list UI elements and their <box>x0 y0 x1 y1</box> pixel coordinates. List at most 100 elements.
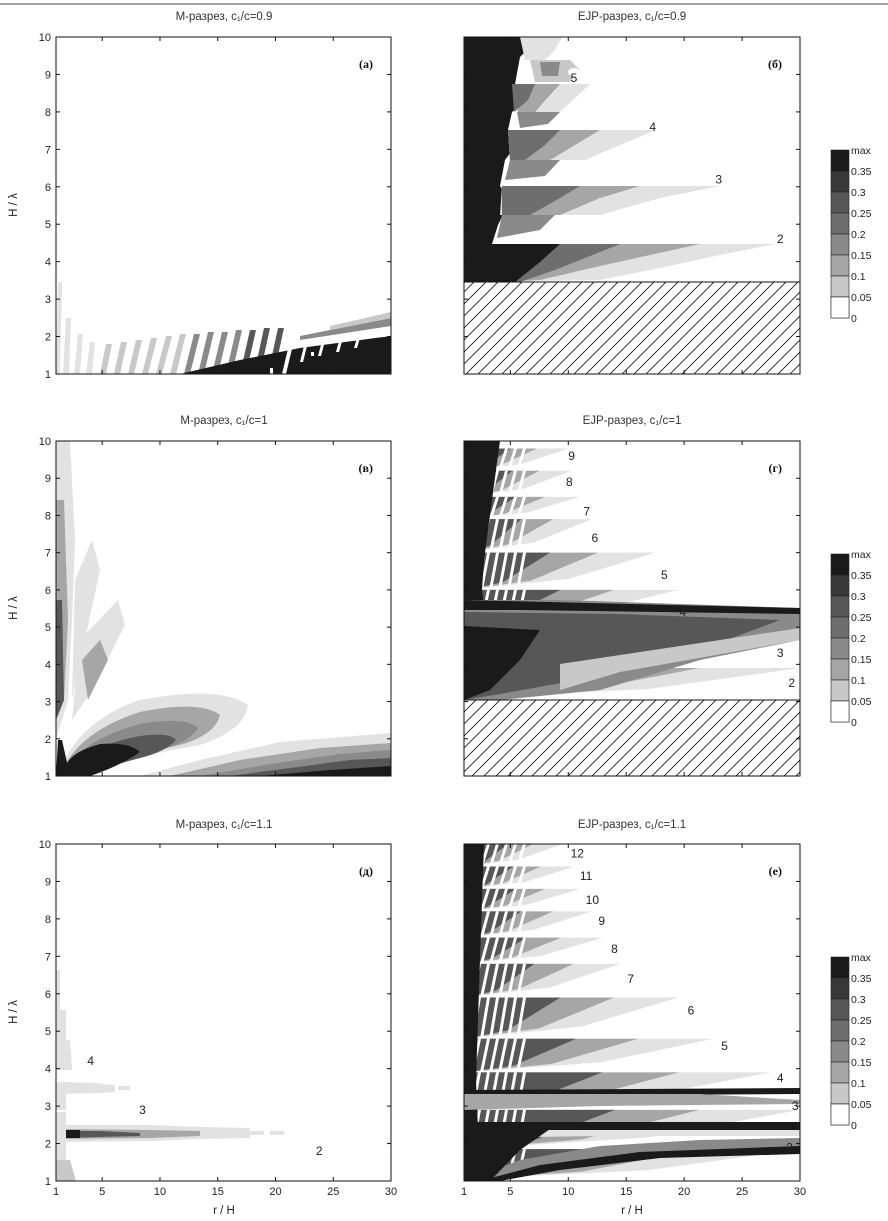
xtick-label: 1 <box>53 1186 59 1198</box>
colorbar-swatch <box>830 233 850 256</box>
colorbar-swatch <box>830 1082 850 1105</box>
xtick-label: 25 <box>327 1186 339 1198</box>
ytick-label: 8 <box>45 107 51 119</box>
panel-g: EJP-разрез, c₁/c=1 (г) 9 8 76 5 4 3 2 <box>463 415 801 777</box>
panel-e-xlabel: r / H <box>621 1205 643 1217</box>
panel-v-ylabel: H / λ <box>8 596 20 620</box>
mode-label: 11 <box>580 869 593 883</box>
mode-label: 7 <box>583 505 590 519</box>
ytick-label: 9 <box>45 876 51 888</box>
ytick-label: 1 <box>45 1176 51 1188</box>
colorbar-label: 0.3 <box>851 994 866 1006</box>
mode-label: 9 <box>568 449 575 463</box>
panel-g-title: EJP-разрез, c₁/c=1 <box>583 415 682 427</box>
ytick-label: 7 <box>45 951 51 963</box>
panel-a-ylabel: H / λ <box>8 193 20 217</box>
panel-a-axes: 1 2 3 4 5 6 7 8 9 10 <box>39 32 392 381</box>
colorbar-label: 0.2 <box>851 229 866 241</box>
colorbar-swatch <box>830 296 850 319</box>
ytick-label: 6 <box>45 182 51 194</box>
colorbar-label: 0.15 <box>851 250 872 262</box>
colorbar-label: 0 <box>851 1120 857 1132</box>
colorbar-label: max <box>851 145 872 157</box>
ytick-label: 5 <box>45 219 51 231</box>
panel-e-tag: (е) <box>769 864 782 878</box>
panel-e-title: EJP-разрез, c₁/c=1.1 <box>578 819 686 831</box>
panel-d-ylabel: H / λ <box>8 1000 20 1024</box>
ytick-label: 2 <box>45 332 51 344</box>
mode-label: 7 <box>627 972 634 986</box>
ytick-label: 8 <box>45 914 51 926</box>
panel-e-mode-labels: 12 11 10 98 7 6 5 43 2 <box>571 846 799 1154</box>
colorbar-label: 0.15 <box>851 1057 872 1069</box>
panel-b-frame <box>463 36 801 375</box>
mode-label: 10 <box>586 893 600 907</box>
colorbar-swatch <box>830 956 850 979</box>
panel-a-title: M-разрез, c₁/c=0.9 <box>176 11 273 23</box>
ytick-label: 6 <box>45 989 51 1001</box>
mode-label: 5 <box>571 71 578 85</box>
xtick-label: 1 <box>461 1186 467 1198</box>
ytick-label: 9 <box>45 69 51 81</box>
panel-v-axes: 1 2 3 4 5 6 7 8 9 10 <box>39 436 392 783</box>
ytick-label: 2 <box>45 734 51 746</box>
ytick-label: 1 <box>45 369 51 381</box>
colorbar-swatch <box>830 616 850 639</box>
xtick-label: 5 <box>507 1186 513 1198</box>
ytick-label: 3 <box>45 1101 51 1113</box>
panel-e: EJP-разрез, c₁/c=1.1 1 5 10 15 20 25 30 (е) 12… <box>461 819 806 1217</box>
ytick-label: 5 <box>45 1026 51 1038</box>
colorbar-swatch <box>830 254 850 277</box>
colorbar-label: 0.2 <box>851 1036 866 1048</box>
colorbar-swatch <box>830 1019 850 1042</box>
colorbar-label: 0.1 <box>851 675 866 687</box>
panel-g-frame <box>463 440 801 777</box>
panel-d-tag: (д) <box>359 864 373 878</box>
colorbar-label: 0.05 <box>851 696 872 708</box>
colorbar-label: 0.3 <box>851 591 866 603</box>
ytick-label: 4 <box>45 1064 51 1076</box>
panel-v-title: M-разрез, c₁/c=1 <box>180 415 267 427</box>
ytick-label: 7 <box>45 548 51 560</box>
ytick-label: 3 <box>45 697 51 709</box>
mode-label: 4 <box>87 1054 94 1068</box>
mode-label: 3 <box>139 1103 146 1117</box>
colorbar-label: max <box>851 952 872 964</box>
panel-d-mode-labels: 4 3 2 <box>87 1054 323 1158</box>
panel-b-axes <box>463 36 801 375</box>
colorbar-label: 0.35 <box>851 973 872 985</box>
colorbar-label: 0 <box>851 717 857 729</box>
mode-label: 3 <box>792 1099 799 1113</box>
colorbar-swatch <box>830 1103 850 1126</box>
ytick-label: 10 <box>39 436 51 448</box>
colorbar-label: 0.1 <box>851 271 866 283</box>
mode-label: 3 <box>715 172 722 186</box>
panel-a-tag: (а) <box>359 57 373 71</box>
xtick-label: 30 <box>794 1186 806 1198</box>
panel-b-title: EJP-разрез, c₁/c=0.9 <box>578 11 686 23</box>
xtick-label: 10 <box>562 1186 574 1198</box>
colorbar-swatch <box>830 637 850 660</box>
ytick-label: 3 <box>45 294 51 306</box>
colorbar-label: 0.15 <box>851 654 872 666</box>
colorbar-label: 0.2 <box>851 633 866 645</box>
ytick-label: 5 <box>45 622 51 634</box>
xtick-label: 20 <box>678 1186 690 1198</box>
colorbar-label: max <box>851 549 872 561</box>
mode-label: 4 <box>777 1071 784 1085</box>
mode-label: 2 <box>777 232 784 246</box>
panel-e-heatmap <box>464 844 800 1181</box>
panel-g-mode-labels: 9 8 76 5 4 3 2 <box>566 449 795 690</box>
panel-d-heatmap <box>56 844 391 1181</box>
panel-v-frame <box>55 440 392 777</box>
xtick-label: 15 <box>620 1186 632 1198</box>
panel-b-heatmap <box>464 37 800 374</box>
colorbar-swatch <box>830 275 850 298</box>
mode-label: 2 <box>786 1140 793 1154</box>
colorbar-label: 0.25 <box>851 612 872 624</box>
colorbar-swatch <box>830 700 850 723</box>
xtick-label: 10 <box>154 1186 166 1198</box>
ytick-label: 4 <box>45 257 51 269</box>
